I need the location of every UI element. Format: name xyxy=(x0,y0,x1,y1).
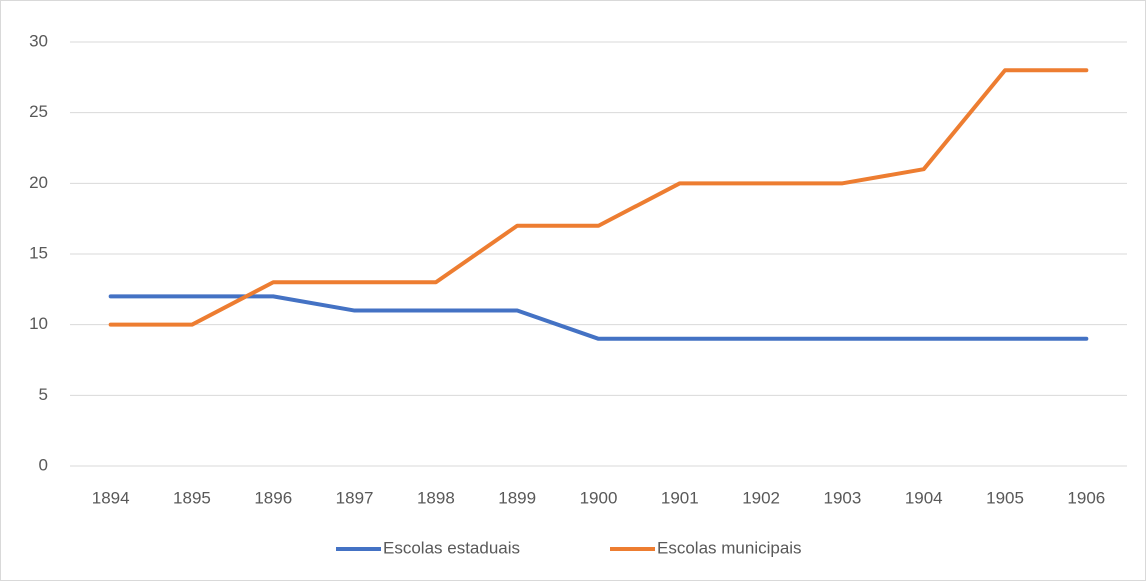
x-tick-label: 1906 xyxy=(1067,488,1105,507)
x-tick-label: 1900 xyxy=(580,488,618,507)
legend-label: Escolas municipais xyxy=(657,538,802,557)
x-tick-label: 1905 xyxy=(986,488,1024,507)
y-tick-label: 10 xyxy=(29,314,48,333)
x-tick-label: 1897 xyxy=(336,488,374,507)
x-tick-label: 1898 xyxy=(417,488,455,507)
y-tick-label: 25 xyxy=(29,102,48,121)
x-tick-label: 1899 xyxy=(498,488,536,507)
legend-label: Escolas estaduais xyxy=(383,538,520,557)
x-tick-label: 1901 xyxy=(661,488,699,507)
y-tick-label: 20 xyxy=(29,173,48,192)
x-tick-label: 1895 xyxy=(173,488,211,507)
series-line xyxy=(108,294,1089,341)
x-tick-label: 1904 xyxy=(905,488,943,507)
y-tick-label: 5 xyxy=(39,385,48,404)
x-tick-label: 1902 xyxy=(742,488,780,507)
y-tick-label: 30 xyxy=(29,31,48,50)
x-tick-label: 1903 xyxy=(824,488,862,507)
x-tick-label: 1896 xyxy=(254,488,292,507)
y-tick-label: 0 xyxy=(39,455,48,474)
x-tick-label: 1894 xyxy=(92,488,130,507)
series-line xyxy=(108,68,1089,327)
y-tick-label: 15 xyxy=(29,243,48,262)
